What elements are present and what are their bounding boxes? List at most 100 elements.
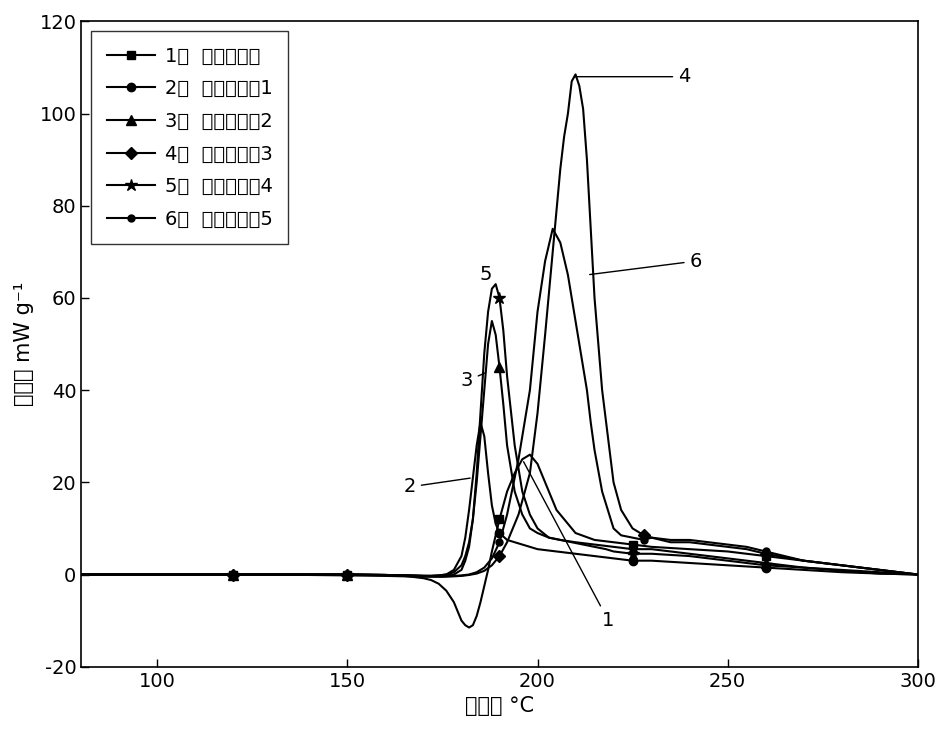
3：  安全电解液2 [524, 524, 536, 533]
3：  安全电解液2 [460, 552, 471, 561]
3：  安全电解液2 [433, 571, 445, 580]
2：  安全电解液1 [646, 556, 657, 565]
1：  基准电解液 [627, 540, 638, 549]
3：  安全电解液2 [798, 564, 809, 572]
1：  基准电解液 [460, 620, 471, 629]
5：  安全电解液4 [517, 487, 528, 496]
5：  安全电解液4 [502, 372, 513, 380]
5：  安全电解液4 [475, 409, 486, 418]
Text: 5: 5 [480, 265, 492, 284]
1：  基准电解液 [540, 478, 551, 487]
5：  安全电解液4 [418, 572, 429, 580]
3：  安全电解液2 [502, 441, 513, 450]
1：  基准电解液 [646, 542, 657, 551]
3：  安全电解液2 [471, 478, 483, 487]
1：  基准电解液 [426, 576, 437, 585]
5：  安全电解液4 [483, 307, 494, 316]
6：  安全电解液5 [486, 554, 498, 563]
6：  安全电解液5 [114, 570, 125, 579]
2：  安全电解液1 [912, 570, 923, 579]
5：  安全电解液4 [479, 349, 490, 358]
1：  基准电解液 [684, 545, 695, 553]
Text: 4: 4 [575, 67, 691, 86]
3：  安全电解液2 [114, 570, 125, 579]
1：  基准电解液 [76, 570, 87, 579]
3：  安全电解液2 [532, 529, 543, 537]
X-axis label: 温度， °C: 温度， °C [465, 696, 534, 716]
1：  基准电解液 [475, 598, 486, 607]
Line: 3：  安全电解液2: 3： 安全电解液2 [82, 321, 918, 576]
1：  基准电解液 [836, 561, 847, 569]
2：  安全电解液1 [627, 556, 638, 565]
2：  安全电解液1 [380, 571, 391, 580]
2：  安全电解液1 [509, 538, 521, 547]
3：  安全电解液2 [760, 558, 771, 567]
6：  安全电解液5 [304, 570, 315, 579]
1：  基准电解液 [912, 570, 923, 579]
4：  安全电解液3 [448, 572, 460, 581]
3：  安全电解液2 [490, 331, 502, 339]
2：  安全电解液1 [76, 570, 87, 579]
5：  安全电解液4 [486, 285, 498, 293]
1：  基准电解液 [418, 574, 429, 583]
5：  安全电解液4 [399, 571, 410, 580]
3：  安全电解液2 [912, 570, 923, 579]
3：  安全电解液2 [266, 570, 277, 579]
4：  安全电解液3 [486, 561, 498, 569]
6：  安全电解液5 [502, 510, 513, 519]
6：  安全电解液5 [513, 455, 524, 464]
6：  安全电解液5 [874, 566, 885, 575]
Line: 6：  安全电解液5: 6： 安全电解液5 [82, 228, 918, 577]
5：  安全电解液4 [566, 538, 578, 547]
1：  基准电解液 [551, 506, 562, 515]
1：  基准电解液 [467, 620, 479, 629]
5：  安全电解液4 [874, 568, 885, 577]
6：  安全电解液5 [190, 570, 201, 579]
6：  安全电解液5 [638, 536, 650, 545]
6：  安全电解液5 [722, 540, 733, 549]
5：  安全电解液4 [426, 572, 437, 580]
6：  安全电解液5 [684, 536, 695, 545]
1：  基准电解液 [760, 552, 771, 561]
Text: 2: 2 [404, 477, 470, 496]
5：  安全电解液4 [912, 570, 923, 579]
1：  基准电解液 [722, 547, 733, 556]
4：  安全电解液3 [570, 70, 581, 79]
2：  安全电解液1 [517, 540, 528, 549]
2：  安全电解液1 [471, 441, 483, 450]
6：  安全电解液5 [912, 570, 923, 579]
6：  安全电解液5 [524, 385, 536, 394]
1：  基准电解液 [152, 570, 163, 579]
2：  安全电解液1 [486, 501, 498, 510]
5：  安全电解液4 [627, 550, 638, 558]
5：  安全电解液4 [228, 570, 239, 579]
5：  安全电解液4 [456, 566, 467, 575]
1：  基准电解液 [486, 547, 498, 556]
2：  安全电解液1 [426, 572, 437, 580]
2：  安全电解液1 [460, 533, 471, 542]
2：  安全电解液1 [418, 572, 429, 580]
6：  安全电解液5 [418, 572, 429, 580]
5：  安全电解液4 [600, 545, 612, 553]
3：  安全电解液2 [475, 432, 486, 441]
3：  安全电解液2 [646, 545, 657, 553]
3：  安全电解液2 [464, 538, 475, 547]
6：  安全电解液5 [555, 238, 566, 247]
2：  安全电解液1 [551, 547, 562, 556]
6：  安全电解液5 [836, 561, 847, 569]
4：  安全电解液3 [874, 566, 885, 575]
5：  安全电解液4 [578, 540, 589, 549]
2：  安全电解液1 [483, 469, 494, 477]
3：  安全电解液2 [494, 363, 505, 372]
3：  安全电解液2 [190, 570, 201, 579]
3：  安全电解液2 [836, 566, 847, 575]
2：  安全电解液1 [532, 545, 543, 553]
1：  基准电解液 [380, 571, 391, 580]
3：  安全电解液2 [456, 561, 467, 569]
4：  安全电解液3 [597, 385, 608, 394]
5：  安全电解液4 [543, 533, 555, 542]
3：  安全电解液2 [483, 339, 494, 348]
2：  安全电解液1 [524, 542, 536, 551]
2：  安全电解液1 [342, 570, 353, 579]
3：  安全电解液2 [608, 542, 619, 551]
